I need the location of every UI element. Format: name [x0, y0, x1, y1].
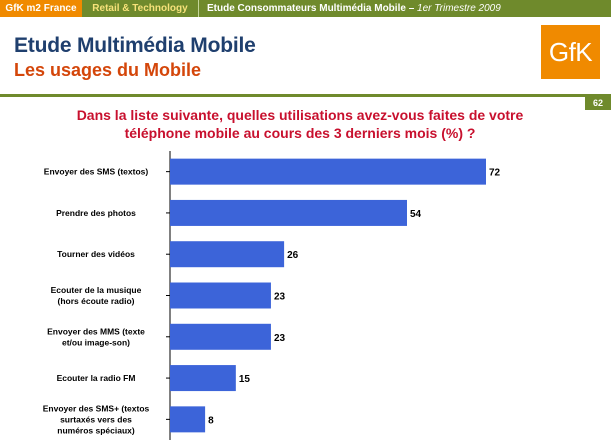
- category-label-line: Envoyer des SMS+ (textos: [43, 403, 150, 413]
- bar: [170, 323, 271, 350]
- data-label: 23: [274, 292, 286, 303]
- category-label: Ecouter la radio FM: [57, 373, 136, 383]
- page-title: Etude Multimédia Mobile: [14, 34, 256, 57]
- header-bar: GfK m2 France Retail & Technology Etude …: [0, 0, 611, 17]
- category-label-line: Ecouter de la musique: [51, 285, 142, 295]
- bar: [170, 241, 285, 268]
- bar: [170, 406, 206, 433]
- data-label: 26: [287, 250, 299, 261]
- data-label: 23: [274, 333, 286, 344]
- bar: [170, 365, 236, 392]
- survey-question-line-2: téléphone mobile au cours des 3 derniers…: [124, 125, 476, 141]
- header-quarter: 1er Trimestre 2009: [417, 3, 501, 14]
- header-study-label: Etude Consommateurs Multimédia Mobile –: [207, 3, 415, 14]
- category-label: Tourner des vidéos: [57, 249, 135, 259]
- bar: [170, 158, 486, 185]
- page-number: 62: [585, 96, 611, 110]
- category-label-line: numéros spéciaux): [57, 425, 135, 435]
- category-label-line: surtaxés vers des: [60, 414, 132, 424]
- category-label: Envoyer des SMS+ (textos surtaxés vers de…: [43, 403, 150, 435]
- category-label-line: Envoyer des MMS (texte: [47, 326, 145, 336]
- data-label: 72: [489, 168, 501, 179]
- data-label: 8: [208, 415, 214, 426]
- category-label-line: Tourner des vidéos: [57, 249, 135, 259]
- bar: [170, 199, 407, 226]
- page-subtitle: Les usages du Mobile: [14, 60, 202, 80]
- category-label: Ecouter de la musique (hors écoute radio): [51, 285, 142, 306]
- survey-question: Dans la liste suivante, quelles utilisat…: [20, 106, 580, 142]
- header-brand: GfK m2 France: [0, 0, 82, 17]
- category-label: Envoyer des MMS (texte et/ou image-son): [47, 326, 145, 347]
- category-label-line: Prendre des photos: [56, 208, 136, 218]
- header-section: Retail & Technology: [92, 3, 188, 14]
- category-label-line: Ecouter la radio FM: [57, 373, 136, 383]
- category-label: Envoyer des SMS (textos): [44, 167, 149, 177]
- category-label: Prendre des photos: [56, 208, 136, 218]
- category-label-line: Envoyer des SMS (textos): [44, 167, 149, 177]
- category-label-line: (hors écoute radio): [58, 296, 135, 306]
- category-label-line: et/ou image-son): [62, 337, 130, 347]
- gfk-logo: GfK: [541, 25, 600, 79]
- data-label: 15: [239, 374, 251, 385]
- header-study: Etude Consommateurs Multimédia Mobile – …: [198, 0, 611, 17]
- survey-question-line-1: Dans la liste suivante, quelles utilisat…: [76, 107, 524, 123]
- header-divider: [0, 94, 611, 97]
- data-label: 54: [410, 209, 422, 220]
- bar: [170, 282, 271, 309]
